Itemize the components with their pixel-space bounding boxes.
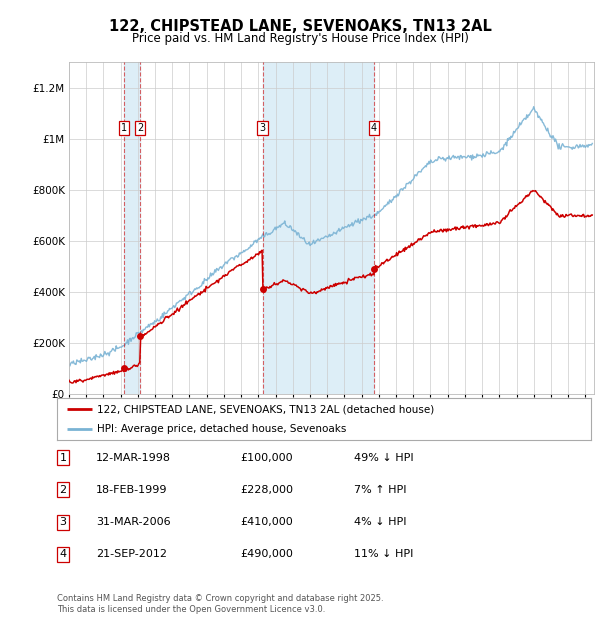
Bar xyxy=(124,62,140,394)
Text: Contains HM Land Registry data © Crown copyright and database right 2025.
This d: Contains HM Land Registry data © Crown c… xyxy=(57,595,383,614)
Text: 21-SEP-2012: 21-SEP-2012 xyxy=(96,549,167,559)
Text: HPI: Average price, detached house, Sevenoaks: HPI: Average price, detached house, Seve… xyxy=(97,424,346,434)
Text: £100,000: £100,000 xyxy=(240,453,293,463)
Text: 122, CHIPSTEAD LANE, SEVENOAKS, TN13 2AL (detached house): 122, CHIPSTEAD LANE, SEVENOAKS, TN13 2AL… xyxy=(97,404,434,414)
Text: 18-FEB-1999: 18-FEB-1999 xyxy=(96,485,167,495)
Text: 3: 3 xyxy=(59,517,67,527)
Bar xyxy=(263,62,374,394)
Text: £410,000: £410,000 xyxy=(240,517,293,527)
Text: 49% ↓ HPI: 49% ↓ HPI xyxy=(354,453,413,463)
Text: 2: 2 xyxy=(59,485,67,495)
Text: 122, CHIPSTEAD LANE, SEVENOAKS, TN13 2AL: 122, CHIPSTEAD LANE, SEVENOAKS, TN13 2AL xyxy=(109,19,491,33)
Text: 3: 3 xyxy=(260,123,266,133)
Text: 2: 2 xyxy=(137,123,143,133)
Text: 31-MAR-2006: 31-MAR-2006 xyxy=(96,517,170,527)
Text: 1: 1 xyxy=(121,123,127,133)
Text: 1: 1 xyxy=(59,453,67,463)
Text: Price paid vs. HM Land Registry's House Price Index (HPI): Price paid vs. HM Land Registry's House … xyxy=(131,32,469,45)
Text: £490,000: £490,000 xyxy=(240,549,293,559)
Text: 12-MAR-1998: 12-MAR-1998 xyxy=(96,453,171,463)
Text: 11% ↓ HPI: 11% ↓ HPI xyxy=(354,549,413,559)
Text: 4: 4 xyxy=(371,123,377,133)
Text: 4% ↓ HPI: 4% ↓ HPI xyxy=(354,517,407,527)
Text: £228,000: £228,000 xyxy=(240,485,293,495)
Text: 7% ↑ HPI: 7% ↑ HPI xyxy=(354,485,407,495)
Text: 4: 4 xyxy=(59,549,67,559)
